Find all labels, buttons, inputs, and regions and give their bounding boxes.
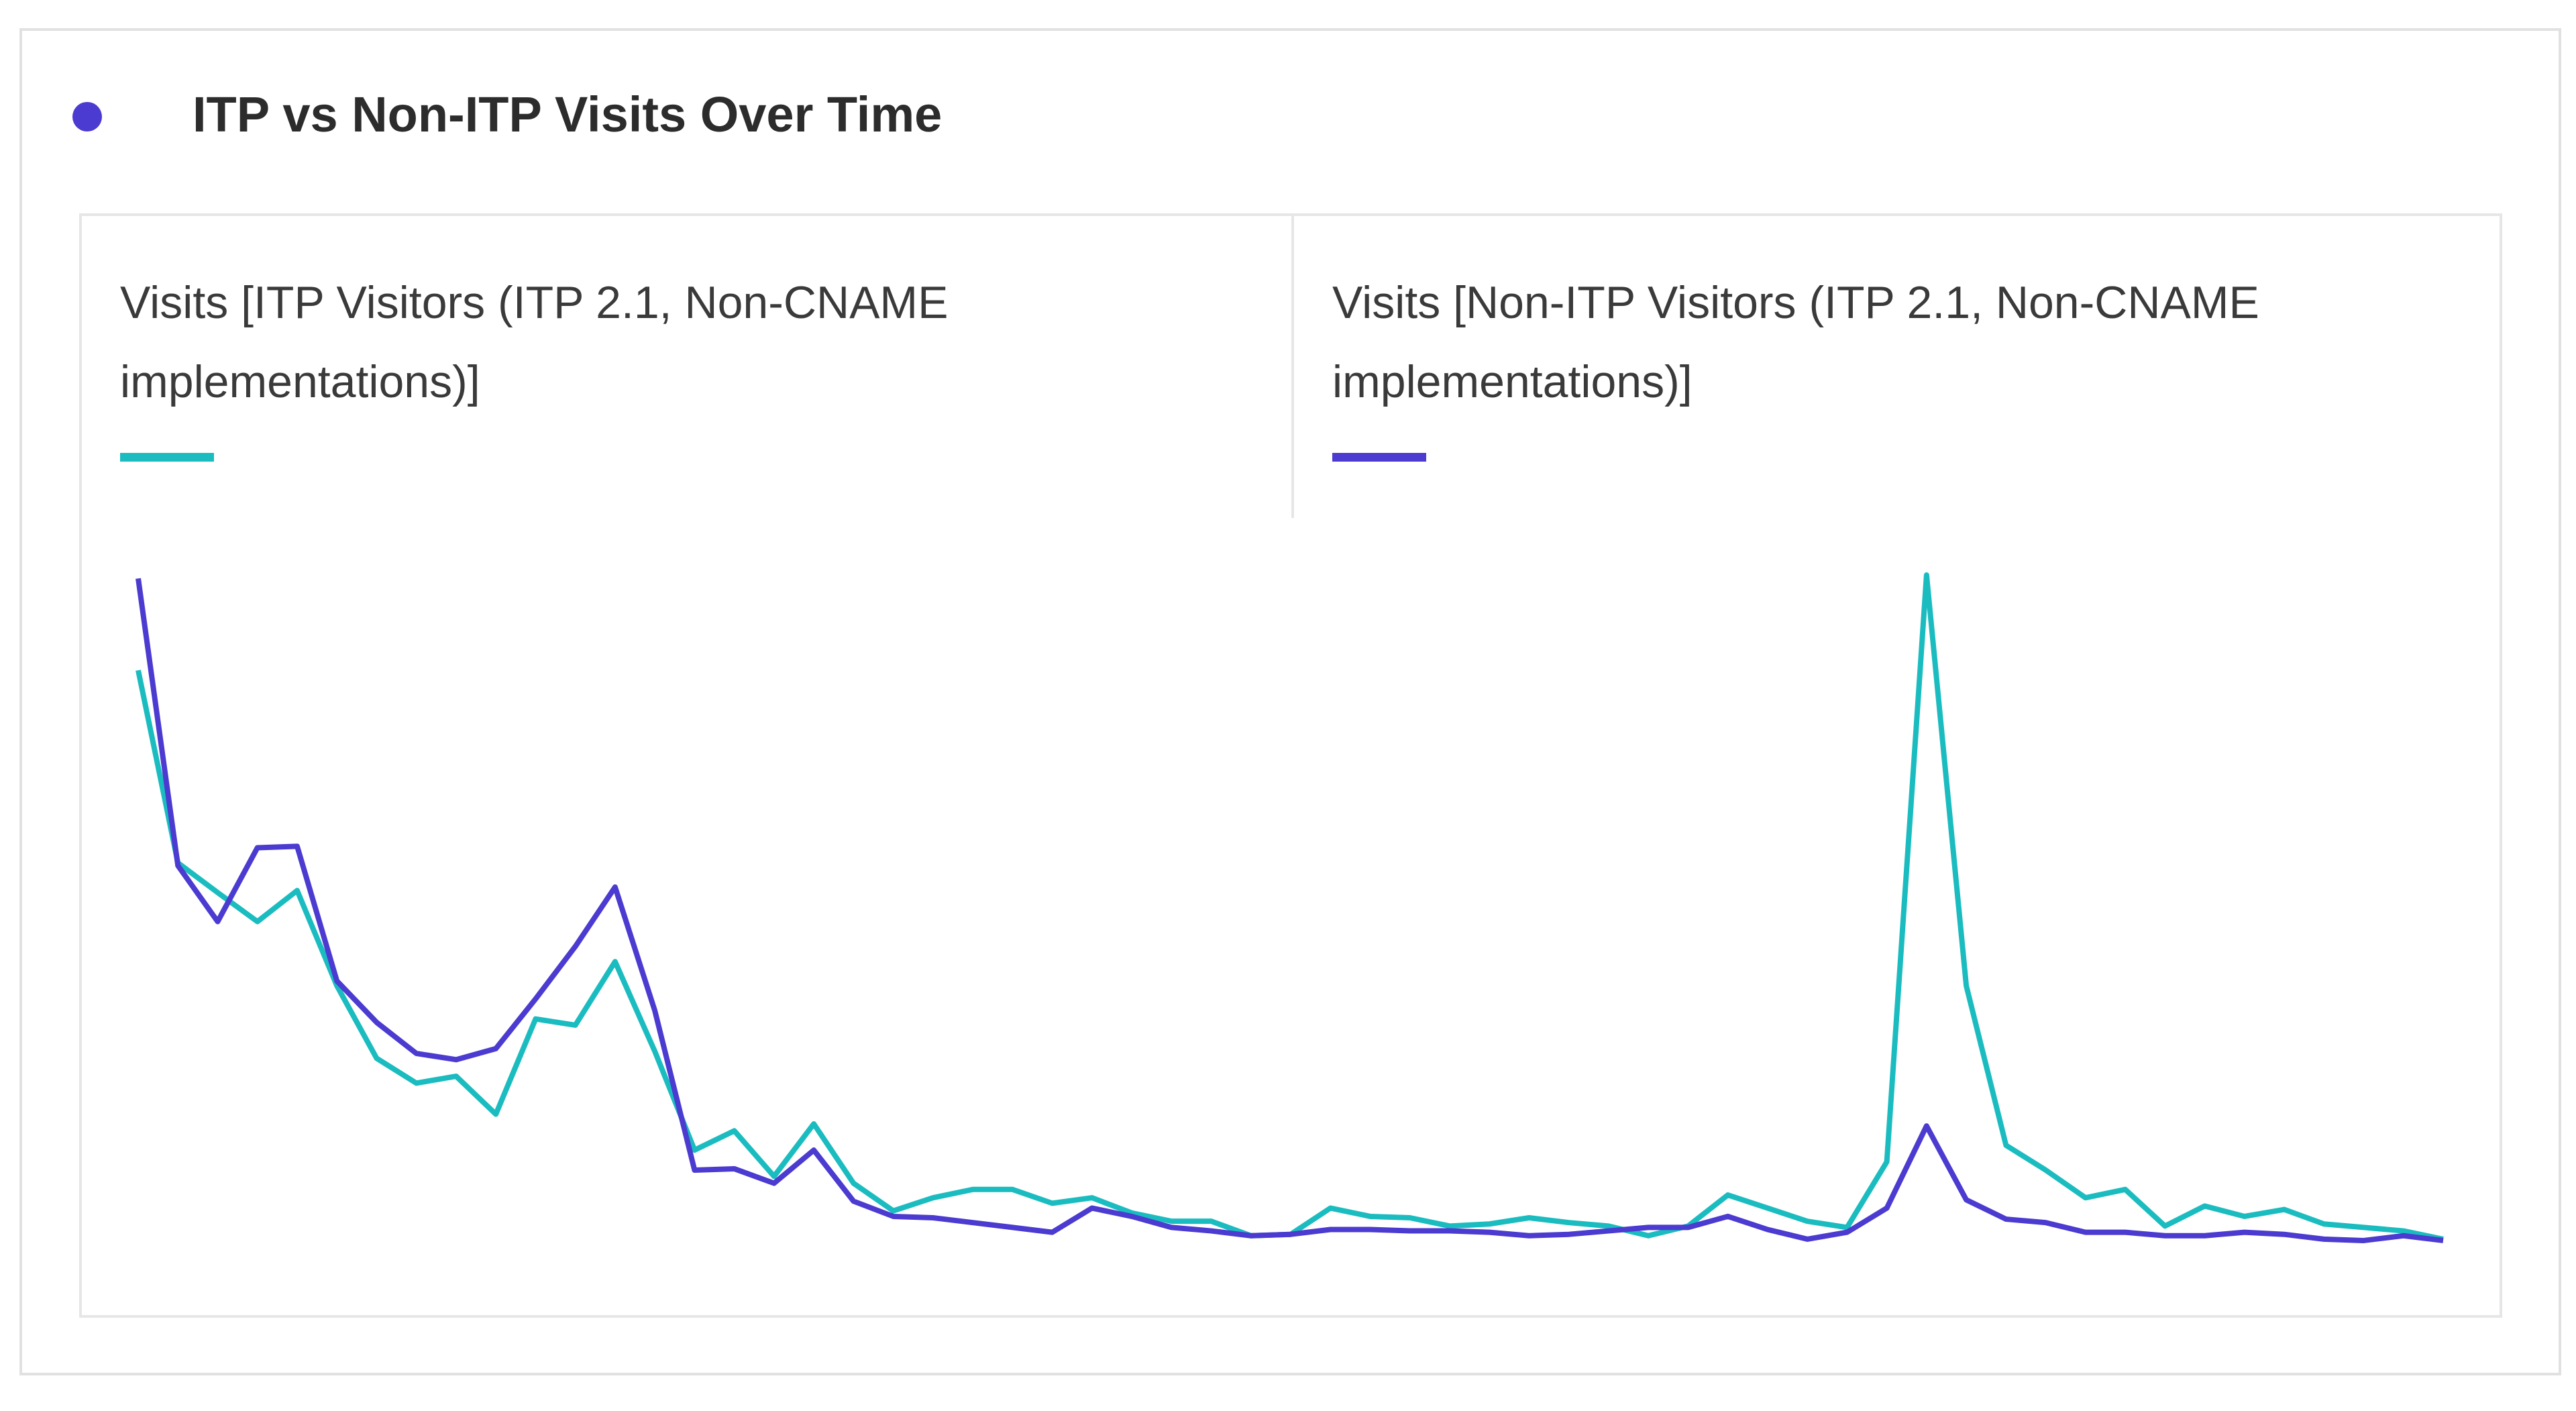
series-line (136, 578, 2444, 1243)
legend-label: Visits [Non-ITP Visitors (ITP 2.1, Non-C… (1332, 277, 2259, 407)
legend-label: Visits [ITP Visitors (ITP 2.1, Non-CNAME… (120, 277, 949, 407)
card (19, 28, 2561, 1375)
series-line (136, 572, 2444, 1242)
chart-title: ITP vs Non-ITP Visits Over Time (193, 87, 943, 142)
title-dot (72, 102, 102, 132)
legend-swatch (1332, 453, 1426, 462)
legend-divider (1291, 215, 1294, 518)
legend-swatch (120, 453, 214, 462)
chart-panel (79, 213, 2502, 1318)
